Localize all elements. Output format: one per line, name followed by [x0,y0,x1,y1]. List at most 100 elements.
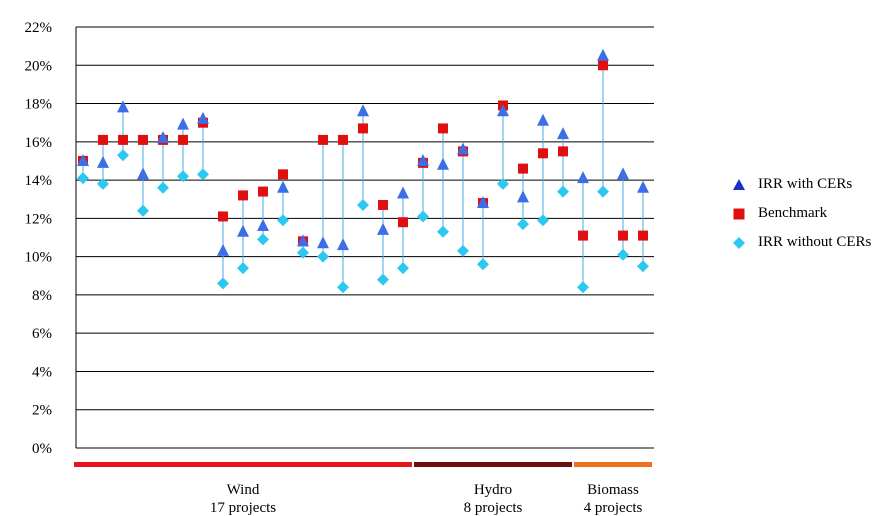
marker-irr-with-cers [97,155,109,168]
marker-irr-with-cers [517,190,529,203]
marker-irr-with-cers [217,243,229,256]
y-tick-label: 12% [25,211,53,227]
marker-benchmark [138,134,148,145]
marker-benchmark [318,134,328,145]
marker-benchmark [338,134,348,145]
marker-irr-without-cers [77,172,89,185]
marker-irr-without-cers [637,260,649,273]
marker-irr-with-cers [397,186,409,199]
marker-irr-with-cers [177,117,189,130]
marker-irr-with-cers [77,153,89,166]
marker-irr-without-cers [517,218,529,231]
marker-irr-without-cers [477,258,489,271]
legend: IRR with CERs Benchmark IRR without CERs [730,170,871,257]
legend-item-irr-without-cers: IRR without CERs [730,228,871,257]
y-tick-label: 10% [25,250,53,266]
marker-benchmark [278,169,288,180]
marker-irr-without-cers [277,214,289,227]
marker-irr-with-cers [617,167,629,180]
marker-irr-without-cers [597,185,609,198]
marker-irr-without-cers [617,248,629,261]
y-tick-label: 8% [32,288,52,304]
marker-benchmark [118,134,128,145]
marker-benchmark [538,148,548,159]
marker-irr-without-cers [497,177,509,190]
connector-lines [82,55,644,288]
y-tick-label: 6% [32,326,52,342]
legend-label: Benchmark [758,205,828,221]
marker-irr-without-cers [197,168,209,181]
marker-irr-with-cers [197,111,209,124]
marker-irr-without-cers [397,262,409,275]
square-icon [733,208,745,219]
y-tick-label: 4% [32,364,52,380]
marker-irr-with-cers [337,238,349,251]
marker-irr-with-cers [357,104,369,117]
marker-irr-with-cers [457,142,469,155]
marker-benchmark [618,230,628,241]
marker-irr-with-cers [137,167,149,180]
marker-irr-without-cers [577,281,589,294]
marker-irr-without-cers [417,210,429,223]
marker-irr-with-cers [477,196,489,209]
marker-benchmark [358,123,368,134]
legend-item-benchmark: Benchmark [730,199,871,228]
marker-irr-without-cers [257,233,269,246]
marker-irr-with-cers [597,48,609,61]
y-tick-label: 0% [32,441,52,457]
marker-irr-with-cers [497,104,509,117]
marker-irr-with-cers [437,157,449,170]
marker-irr-with-cers [537,113,549,126]
marker-benchmark [638,230,648,241]
group-name: Hydro [474,482,512,498]
marker-benchmark [258,186,268,197]
marker-irr-with-cers [417,153,429,166]
group-count: 17 projects [210,500,276,516]
group-count: 8 projects [464,500,523,516]
group-bar [574,462,652,467]
marker-irr-with-cers [577,171,589,184]
triangle-icon [733,178,745,190]
marker-irr-with-cers [637,180,649,193]
y-tick-label: 20% [25,58,53,74]
marker-benchmark [178,134,188,145]
marker-benchmark [398,217,408,228]
marker-benchmark [598,60,608,71]
marker-irr-with-cers [117,100,129,113]
y-tick-label: 22% [25,20,53,36]
y-tick-label: 18% [25,97,53,113]
marker-irr-without-cers [357,198,369,211]
marker-irr-with-cers [277,180,289,193]
marker-irr-without-cers [117,149,129,162]
marker-irr-with-cers [377,222,389,235]
marker-irr-without-cers [337,281,349,294]
marker-irr-without-cers [557,185,569,198]
marker-irr-with-cers [297,234,309,247]
group-bar [74,462,412,467]
project-groups: Wind 17 projects Hydro 8 projects Biomass 4 p… [74,462,652,516]
marker-irr-with-cers [317,236,329,249]
marker-benchmark [238,190,248,201]
marker-irr-without-cers [137,204,149,217]
y-tick-label: 2% [32,403,52,419]
marker-irr-without-cers [317,250,329,263]
marker-irr-without-cers [377,273,389,286]
group-name: Biomass [587,482,639,498]
marker-benchmark [98,134,108,145]
marker-benchmark [558,146,568,157]
y-tick-label: 16% [25,135,53,151]
group-name: Wind [227,482,260,498]
marker-irr-without-cers [157,181,169,194]
marker-irr-with-cers [557,127,569,140]
legend-item-irr-with-cers: IRR with CERs [730,170,871,199]
marker-irr-without-cers [217,277,229,290]
marker-benchmark [578,230,588,241]
marker-irr-with-cers [257,219,269,232]
group-bar [414,462,572,467]
data-markers [77,48,649,294]
marker-irr-without-cers [297,246,309,259]
marker-benchmark [218,211,228,222]
marker-irr-with-cers [237,224,249,237]
marker-irr-without-cers [177,170,189,183]
